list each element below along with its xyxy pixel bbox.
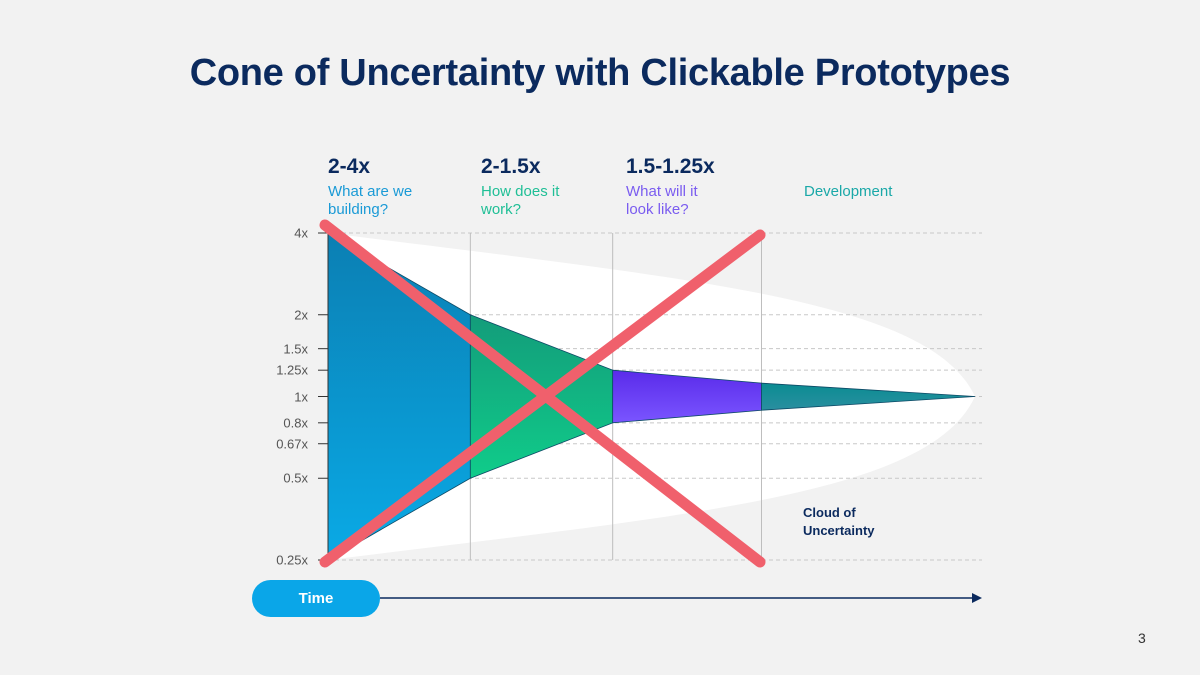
- page-number: 3: [1138, 630, 1146, 646]
- phase-3-question: What will it look like?: [626, 183, 698, 218]
- y-tick-label-1.5x: 1.5x: [283, 341, 308, 357]
- time-arrow-head: [972, 593, 982, 603]
- y-tick-label-0.67x: 0.67x: [276, 436, 308, 452]
- y-tick-label-1x: 1x: [294, 389, 308, 404]
- phase-2-multiplier: 2-1.5x: [481, 155, 541, 178]
- phase-1-multiplier: 2-4x: [328, 155, 371, 178]
- cross-stroke-2: [319, 229, 766, 568]
- y-axis-ticks: 4x 2x 1.5x 1.25x 1x 0.8x 0.67x 0.5x 0.25x: [250, 0, 308, 675]
- y-tick-label-1.25x: 1.25x: [276, 362, 308, 378]
- phase-4-cone-segment: [761, 382, 976, 411]
- time-axis-button[interactable]: Time: [252, 580, 380, 617]
- phase-4-question: Development: [804, 183, 893, 200]
- slide-title: Cone of Uncertainty with Clickable Proto…: [189, 52, 1011, 94]
- y-tick-label-2x: 2x: [294, 307, 308, 323]
- phase-2-question: How does it work?: [481, 183, 560, 218]
- y-tick-label-0.8x: 0.8x: [283, 415, 308, 431]
- y-tick-label-0.25x: 0.25x: [276, 552, 308, 568]
- phase-3-multiplier: 1.5-1.25x: [626, 155, 715, 178]
- y-tick-label-0.5x: 0.5x: [283, 470, 308, 486]
- cloud-of-uncertainty-label: Cloud of Uncertainty: [803, 505, 875, 538]
- phase-1-question: What are we building?: [328, 183, 413, 218]
- y-tick-label-4x: 4x: [294, 225, 308, 241]
